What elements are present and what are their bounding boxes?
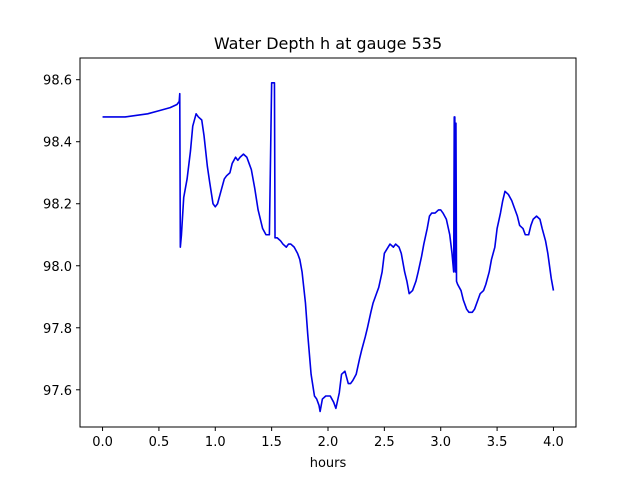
x-tick-label: 2.5	[374, 435, 395, 450]
series-line-0	[102, 82, 555, 413]
plot-frame	[79, 57, 577, 428]
x-tick-label: 2.0	[318, 435, 339, 450]
x-tick-label: 3.0	[430, 435, 451, 450]
y-axis: 97.6 97.8 98.0 98.2 98.4 98.6	[43, 74, 80, 399]
x-axis: 0.0 0.5 1.0 1.5 2.0 2.5 3.0 3.5 4.0	[92, 427, 564, 450]
x-tick-label: 1.5	[261, 435, 282, 450]
y-tick-label: 98.6	[43, 74, 72, 89]
plot-area	[102, 82, 555, 413]
y-tick-label: 97.6	[43, 384, 72, 399]
x-tick-label: 0.0	[92, 435, 113, 450]
x-tick-label: 3.5	[487, 435, 508, 450]
chart-title: Water Depth h at gauge 535	[214, 34, 442, 53]
y-tick-label: 98.0	[43, 260, 72, 275]
x-axis-label: hours	[310, 456, 347, 471]
x-tick-label: 4.0	[543, 435, 564, 450]
y-tick-label: 97.8	[43, 322, 72, 337]
x-tick-label: 0.5	[149, 435, 170, 450]
y-tick-label: 98.2	[43, 198, 72, 213]
x-tick-label: 1.0	[205, 435, 226, 450]
y-tick-label: 98.4	[43, 136, 72, 151]
